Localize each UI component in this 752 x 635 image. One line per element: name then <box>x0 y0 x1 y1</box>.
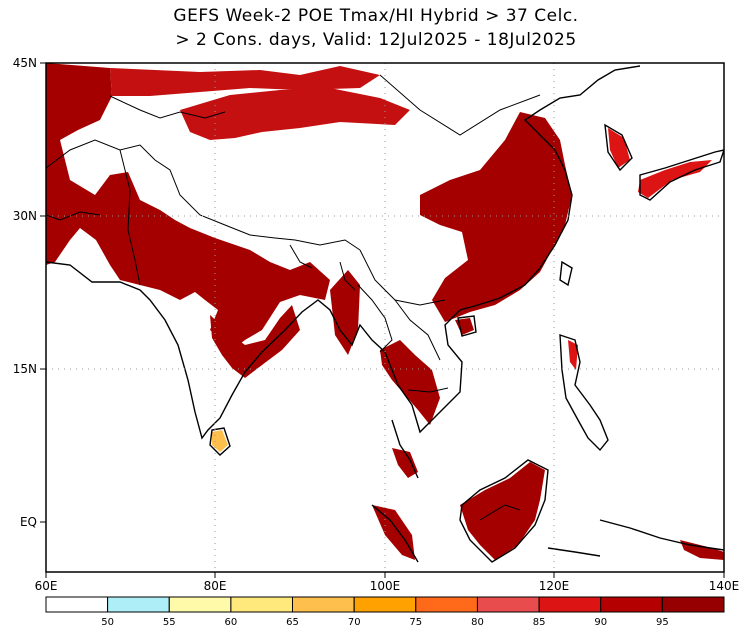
lat-label-15n: 15N <box>13 362 37 376</box>
shading-taklamakan <box>180 88 410 140</box>
colorbar-label: 65 <box>286 617 299 628</box>
colorbar-swatch <box>600 596 663 613</box>
lon-labels: 60E 80E 100E 120E 140E <box>35 579 740 593</box>
colorbar-label: 85 <box>533 617 546 628</box>
colorbar-swatch <box>477 596 540 613</box>
lon-label-80e: 80E <box>204 579 227 593</box>
colorbar-swatch <box>661 596 725 613</box>
coastlines <box>46 65 724 563</box>
shading-hainan <box>455 318 474 335</box>
lat-label-eq: EQ <box>20 515 37 529</box>
shading-middle-east <box>46 63 330 350</box>
colorbar-label: 50 <box>101 617 114 628</box>
colorbar: 50 55 60 65 70 75 80 85 90 95 <box>45 596 725 628</box>
probability-shading <box>46 63 724 560</box>
shading-india-east <box>210 305 300 378</box>
lon-label-140e: 140E <box>709 579 740 593</box>
shading-malaya <box>392 448 418 478</box>
colorbar-label: 60 <box>225 617 238 628</box>
colorbar-swatch <box>45 596 109 613</box>
shading-srilanka <box>212 430 228 452</box>
lon-label-120e: 120E <box>539 579 570 593</box>
colorbar-swatch <box>107 596 170 613</box>
colorbar-label: 55 <box>163 617 176 628</box>
shading-borneo <box>460 462 545 560</box>
colorbar-label: 80 <box>471 617 484 628</box>
map-title-line-2: > 2 Cons. days, Valid: 12Jul2025 - 18Jul… <box>175 30 577 50</box>
shading-kazakh <box>110 66 380 96</box>
shading-china <box>420 112 572 322</box>
shading-philippines <box>568 340 578 370</box>
colorbar-label: 90 <box>594 617 607 628</box>
lat-labels: 45N 30N 15N EQ <box>13 56 37 529</box>
colorbar-label: 95 <box>656 617 669 628</box>
colorbar-swatch <box>292 596 355 613</box>
colorbar-label: 70 <box>348 617 361 628</box>
colorbar-swatch <box>415 596 478 613</box>
colorbar-label: 75 <box>409 617 422 628</box>
shading-indochina <box>380 340 440 425</box>
shading-korea <box>608 128 630 168</box>
shading-sumatra <box>372 505 415 560</box>
lon-label-60e: 60E <box>35 579 58 593</box>
colorbar-swatch <box>168 596 232 613</box>
graticule <box>46 63 724 572</box>
colorbar-swatch <box>353 596 417 613</box>
map-title-line-1: GEFS Week-2 POE Tmax/HI Hybrid > 37 Celc… <box>173 6 579 26</box>
political-borders <box>46 74 541 521</box>
lat-label-45n: 45N <box>13 56 37 70</box>
colorbar-swatch <box>538 596 602 613</box>
lon-label-100e: 100E <box>370 579 401 593</box>
colorbar-swatch <box>230 596 293 613</box>
shading-myanmar <box>330 270 360 355</box>
axis-ticks <box>40 62 725 578</box>
lat-label-30n: 30N <box>13 209 37 223</box>
